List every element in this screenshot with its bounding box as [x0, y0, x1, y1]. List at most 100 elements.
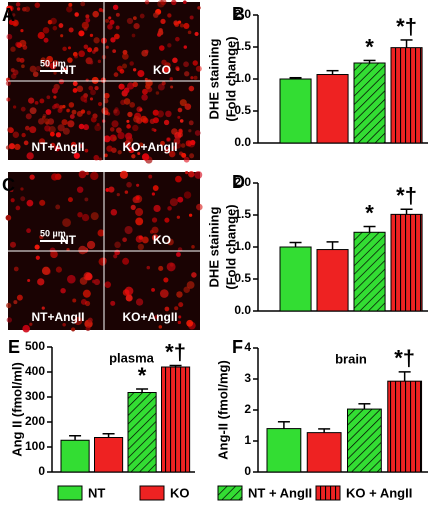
cell	[67, 57, 73, 63]
cell	[39, 98, 45, 104]
y-tick-label: 300	[25, 389, 45, 403]
cell	[61, 119, 68, 126]
cell	[9, 241, 17, 248]
cell	[35, 65, 41, 72]
cell	[110, 300, 116, 306]
cell	[131, 33, 136, 38]
cell	[25, 113, 32, 120]
cell	[122, 237, 127, 243]
cell	[167, 13, 172, 18]
cell	[22, 45, 28, 50]
cell	[58, 78, 65, 85]
cell	[49, 131, 55, 137]
cell	[20, 29, 24, 33]
cell	[183, 191, 192, 199]
bar	[316, 249, 349, 312]
cell	[8, 143, 16, 150]
cell	[177, 20, 182, 24]
cell	[161, 81, 166, 86]
cell	[125, 294, 133, 302]
cell	[137, 243, 145, 251]
cell	[40, 57, 46, 63]
cell	[59, 105, 64, 109]
y-axis-label: (Fold change)	[223, 204, 238, 289]
cell	[84, 197, 89, 202]
cell	[53, 71, 57, 75]
image-label: NT+AngII	[32, 140, 85, 154]
cell	[20, 106, 26, 112]
scale-bar-label: 50 µm	[40, 228, 66, 238]
cell	[148, 174, 153, 179]
cell	[188, 213, 193, 217]
cell	[52, 25, 58, 31]
cell	[15, 2, 21, 7]
cell	[152, 117, 159, 124]
cell	[51, 173, 59, 181]
cell	[190, 76, 194, 80]
bar	[127, 392, 157, 473]
cell	[78, 123, 85, 130]
cell	[129, 101, 136, 108]
cell	[169, 77, 173, 81]
cell	[126, 119, 130, 123]
cell	[43, 118, 50, 125]
cell	[58, 23, 64, 28]
cell	[176, 215, 181, 219]
image-label: NT+AngII	[32, 310, 85, 324]
cell	[92, 10, 99, 18]
cell	[67, 197, 73, 203]
cell	[26, 199, 34, 207]
cell	[34, 244, 40, 250]
cell	[124, 225, 133, 235]
cell	[164, 306, 170, 312]
cell	[19, 57, 25, 63]
cell	[68, 27, 74, 33]
y-tick-label: 400	[25, 364, 45, 378]
cell	[109, 19, 115, 25]
y-tick-label: 0	[38, 464, 45, 478]
y-axis-label: DHE staining	[206, 38, 221, 119]
cell	[83, 44, 89, 50]
cell	[26, 152, 34, 160]
y-tick-label: 1	[244, 433, 251, 447]
y-tick-label: 500	[25, 339, 45, 353]
cell	[195, 65, 202, 72]
cell	[78, 170, 87, 179]
cell	[165, 110, 172, 118]
cell	[78, 50, 85, 58]
cell	[29, 65, 37, 73]
y-axis-label: DHE staining	[206, 206, 221, 287]
cell	[167, 206, 172, 211]
cell	[78, 143, 83, 149]
cell	[28, 97, 35, 104]
cell	[132, 124, 139, 132]
cell	[126, 181, 132, 188]
bar	[387, 380, 423, 473]
cell	[96, 123, 100, 127]
y-tick-label: 200	[25, 414, 45, 428]
cell	[97, 101, 103, 107]
cell	[67, 274, 76, 284]
cell	[135, 298, 144, 306]
cell	[26, 228, 31, 234]
cell	[27, 279, 31, 283]
cell	[85, 326, 91, 332]
bar	[279, 246, 312, 312]
image-label: KO	[153, 63, 171, 77]
cell	[110, 37, 116, 43]
cell	[188, 120, 194, 126]
cell	[16, 294, 23, 301]
cell	[194, 130, 201, 136]
cell	[171, 128, 178, 135]
cell	[135, 208, 144, 217]
cell	[97, 59, 102, 64]
cell	[189, 15, 194, 20]
cell	[66, 108, 70, 113]
cell	[122, 63, 128, 69]
cell	[151, 192, 156, 196]
cell	[89, 33, 94, 38]
cell	[50, 250, 58, 259]
cell	[161, 59, 167, 66]
cell	[178, 302, 184, 308]
cell	[78, 245, 87, 255]
